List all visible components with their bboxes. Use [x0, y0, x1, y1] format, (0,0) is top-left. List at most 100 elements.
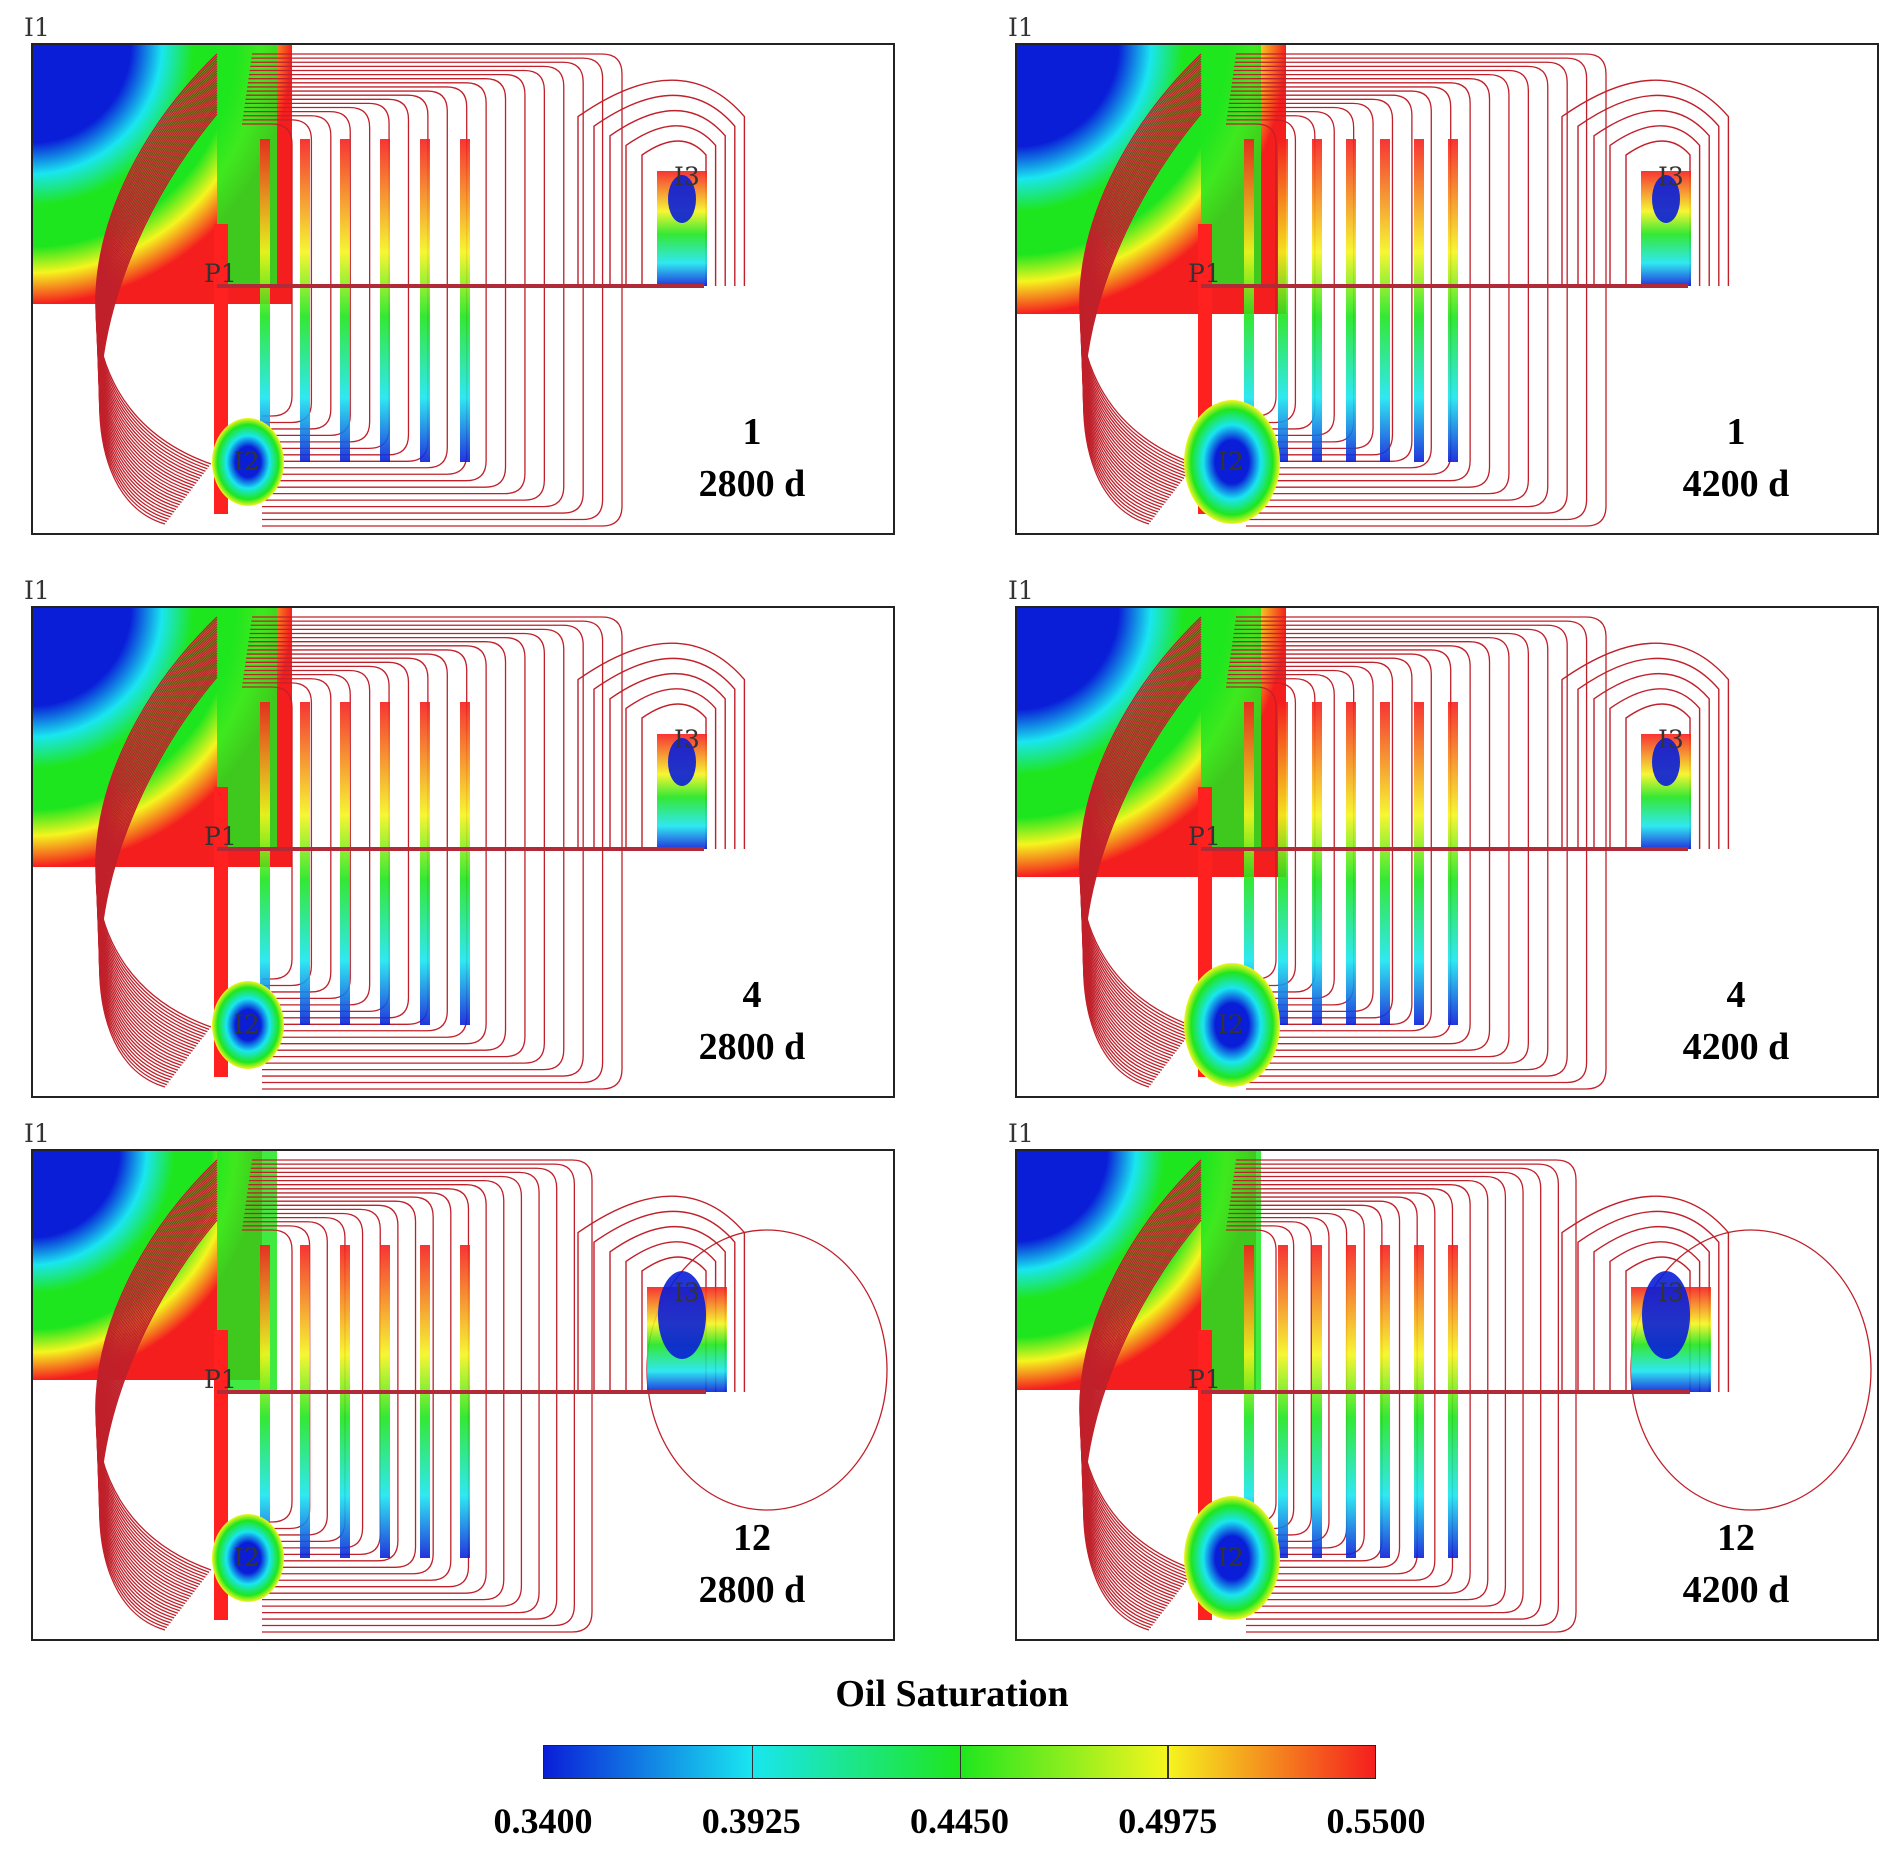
streamline — [243, 110, 351, 437]
streamline — [1625, 703, 1691, 849]
streamline — [242, 123, 293, 417]
well-label-i2: I2 — [1218, 1543, 1244, 1572]
panel-time-label: 2800 d — [699, 463, 806, 505]
streamline — [243, 115, 332, 430]
flooded-band — [1278, 702, 1288, 1025]
streamline — [246, 1196, 434, 1575]
flooded-band — [1448, 139, 1458, 462]
flooded-band — [1244, 1245, 1254, 1558]
well-label-i3: I3 — [674, 1278, 700, 1307]
injector-i3-core — [668, 738, 696, 786]
streamline — [244, 669, 371, 1006]
panel-case-label: 4 — [743, 974, 762, 1016]
panel-time-label: 2800 d — [699, 1026, 806, 1068]
flooded-band — [1448, 702, 1458, 1025]
streamline — [244, 1212, 364, 1549]
streamline — [99, 676, 218, 1088]
well-label-p1: P1 — [204, 259, 237, 288]
well-label-i2: I2 — [1218, 447, 1244, 476]
flooded-band — [1346, 139, 1356, 462]
flooded-band — [1312, 139, 1322, 462]
injector-i2-plume — [212, 1514, 284, 1602]
streamline — [1236, 53, 1607, 527]
panel-frame — [1015, 606, 1879, 1098]
streamline — [243, 673, 351, 1000]
streamline — [609, 1225, 726, 1392]
streamline — [641, 140, 707, 286]
well-label-i1: I1 — [24, 576, 50, 605]
flooded-band — [460, 1245, 470, 1558]
streamline — [247, 1188, 470, 1588]
flooded-band — [1244, 702, 1254, 1025]
streamline — [1577, 1210, 1720, 1392]
flooded-band — [340, 702, 350, 1025]
well-label-p1: P1 — [1188, 1365, 1221, 1394]
streamline — [1235, 1163, 1559, 1627]
streamline — [625, 1241, 717, 1392]
streamline — [247, 1192, 452, 1581]
streamline — [1561, 79, 1730, 286]
streamline — [1083, 113, 1202, 525]
flooded-band — [1312, 1245, 1322, 1558]
panel-frame — [31, 1149, 895, 1641]
well-label-i3: I3 — [674, 162, 700, 191]
well-label-i1: I1 — [1008, 576, 1034, 605]
streamline — [1230, 1200, 1401, 1568]
oil-saturation-colorbar — [543, 1745, 1376, 1779]
streamline-panel: I1 P1 I2 I3 1 4200 d — [1008, 13, 1879, 535]
streamline — [1577, 657, 1720, 849]
streamline — [248, 641, 507, 1051]
streamline — [252, 616, 623, 1090]
streamline — [1227, 110, 1335, 437]
streamline — [1235, 57, 1588, 521]
streamline — [1593, 1225, 1710, 1392]
flooded-band — [1346, 702, 1356, 1025]
well-label-p1: P1 — [204, 1365, 237, 1394]
streamline — [1083, 1219, 1202, 1631]
flooded-band — [380, 1245, 390, 1558]
streamline-panel: I1 P1 I2 I3 12 2800 d — [24, 1119, 895, 1641]
flooded-band — [260, 139, 270, 462]
streamline — [1593, 109, 1710, 286]
streamline — [1232, 78, 1491, 488]
well-label-i1: I1 — [1008, 13, 1034, 42]
well-label-p1: P1 — [204, 822, 237, 851]
flooded-band — [460, 702, 470, 1025]
well-label-i3: I3 — [674, 725, 700, 754]
panel-time-label: 4200 d — [1683, 1569, 1790, 1611]
panel-case-label: 4 — [1727, 974, 1746, 1016]
streamline — [242, 1229, 293, 1523]
streamline — [1228, 665, 1374, 1012]
colorbar-tick — [959, 1746, 961, 1778]
streamline — [1231, 82, 1471, 482]
flooded-band — [300, 139, 310, 462]
streamline — [1609, 1241, 1701, 1392]
streamline — [1561, 1195, 1730, 1392]
panel-time-label: 4200 d — [1683, 1026, 1790, 1068]
flooded-band — [1380, 702, 1390, 1025]
panel-case-label: 12 — [1717, 1517, 1755, 1559]
streamline — [242, 119, 313, 424]
streamline — [1625, 140, 1691, 286]
flooded-band — [460, 139, 470, 462]
panel-frame — [31, 606, 895, 1098]
streamline — [577, 79, 746, 286]
colorbar-tick-label: 0.5500 — [1326, 1801, 1426, 1841]
well-label-i1: I1 — [24, 1119, 50, 1148]
streamline — [1231, 645, 1471, 1045]
colorbar-tick — [751, 1746, 754, 1778]
flooded-band — [1278, 139, 1288, 462]
injector-i3-core — [1652, 175, 1680, 223]
flooded-band — [260, 1245, 270, 1558]
flooded-band — [380, 702, 390, 1025]
streamline — [252, 1159, 593, 1633]
streamline — [1609, 125, 1701, 286]
panel-frame — [31, 43, 895, 535]
injector-i3-core — [658, 1271, 706, 1359]
well-label-p1: P1 — [1188, 259, 1221, 288]
streamline — [1236, 1159, 1577, 1633]
streamline — [242, 682, 313, 987]
colorbar-tick — [1167, 1746, 1169, 1778]
streamline — [251, 620, 604, 1084]
flooded-band — [1346, 1245, 1356, 1558]
